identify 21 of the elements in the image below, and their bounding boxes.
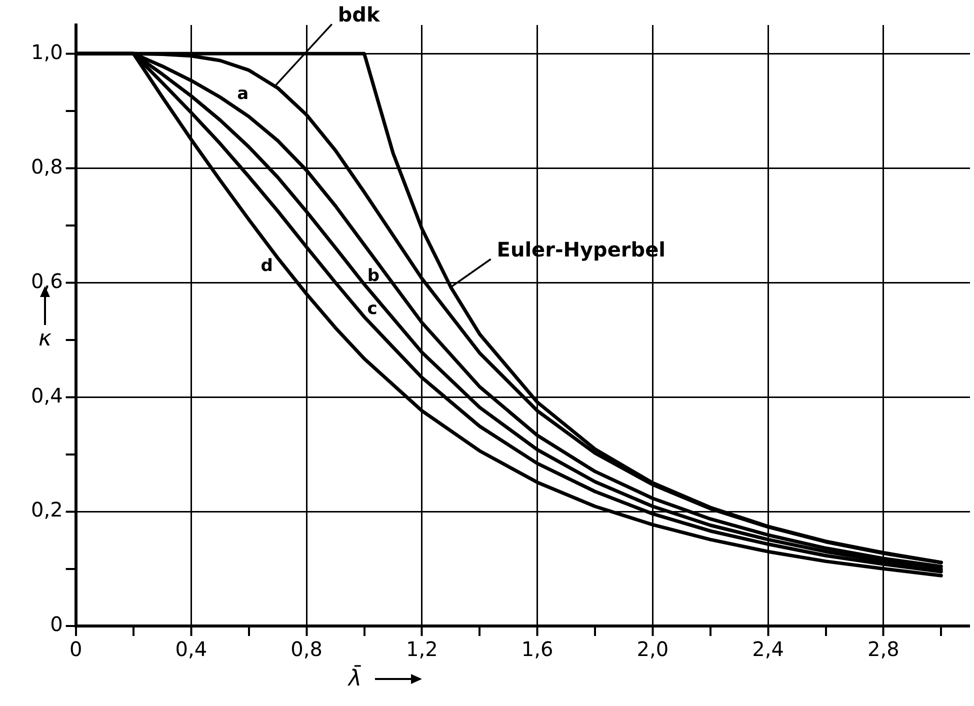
y-tick-label: 1,0 xyxy=(30,40,63,64)
x-tick-label: 2,8 xyxy=(868,637,900,662)
y-tick-label: 0 xyxy=(50,612,63,636)
x-tick-label: 2,4 xyxy=(752,637,784,662)
x-tick-label: 1,6 xyxy=(521,637,554,662)
y-tick-label: 0,2 xyxy=(30,498,63,522)
series-label: b xyxy=(367,266,380,286)
y-axis-title: κ xyxy=(38,326,52,352)
series-label: c xyxy=(367,298,378,319)
x-axis-title: λ̄ xyxy=(347,664,362,692)
y-tick-label: 0,4 xyxy=(30,383,63,408)
y-tick-label: 0,6 xyxy=(30,268,63,293)
text: bdk xyxy=(338,2,380,26)
x-tick-label: 1,2 xyxy=(406,637,438,662)
series-label: d xyxy=(260,256,273,276)
x-tick-label: 0 xyxy=(69,637,82,662)
series-label: a xyxy=(237,84,249,104)
x-tick-label: 0,8 xyxy=(290,637,322,662)
x-tick-label: 2,0 xyxy=(636,637,669,662)
x-tick-label: 0,4 xyxy=(175,637,208,662)
y-tick-label: 0,8 xyxy=(30,154,63,178)
